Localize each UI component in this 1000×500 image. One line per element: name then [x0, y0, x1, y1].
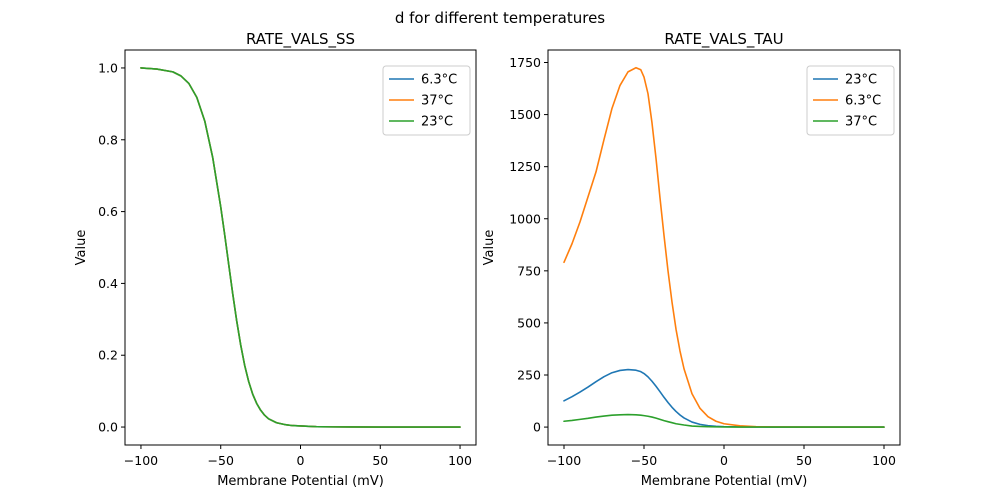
y-tick-label: 0.4	[98, 276, 118, 291]
x-tick-label: 50	[372, 453, 388, 468]
x-tick-label: −50	[631, 453, 657, 468]
y-axis-label: Value	[74, 230, 89, 266]
series-line-2	[563, 413, 885, 428]
legend-label: 6.3°C	[845, 94, 881, 109]
figure-title: d for different temperatures	[395, 9, 605, 27]
legend-label: 37°C	[845, 115, 877, 130]
chart-ss: −100 −50 0 50 100 0.0 0.2 0.4 0.6 0.8 1.0 RATE_VALS…	[74, 30, 477, 489]
y-tick-label: 1.0	[98, 60, 118, 75]
chart-title: RATE_VALS_SS	[246, 30, 355, 49]
y-tick-label: 1000	[509, 211, 541, 226]
legend: 6.3°C 37°C 23°C	[382, 65, 471, 136]
y-tick-label: 1750	[509, 55, 541, 70]
chart-title: RATE_VALS_TAU	[664, 30, 783, 49]
series-line-1	[563, 66, 885, 428]
x-tick-label: 50	[796, 453, 812, 468]
y-tick-label: 250	[517, 368, 541, 383]
legend-box	[806, 65, 895, 136]
x-tick-label: 100	[872, 453, 896, 468]
x-tick-label: −100	[124, 453, 158, 468]
y-tick-label: 750	[517, 263, 541, 278]
chart-tau: −100 −50 0 50 10002505007501000125015001750R…	[482, 30, 901, 489]
legend-label: 23°C	[421, 115, 453, 130]
y-tick-label: 0.8	[98, 132, 118, 147]
x-tick-label: −100	[547, 453, 581, 468]
y-tick-label: 0.2	[98, 348, 118, 363]
legend-box	[382, 65, 471, 136]
legend: 23°C 6.3°C 37°C	[806, 65, 895, 136]
y-tick-label: 1250	[509, 159, 541, 174]
x-tick-label: 0	[720, 453, 728, 468]
y-tick-label: 500	[517, 315, 541, 330]
legend-label: 23°C	[845, 73, 877, 88]
y-tick-label: 0	[533, 420, 541, 435]
y-axis-label: Value	[482, 230, 497, 266]
y-tick-label: 1500	[509, 107, 541, 122]
y-tick-label: 0.0	[98, 420, 118, 435]
x-axis-label: Membrane Potential (mV)	[641, 474, 808, 489]
series-line-2	[140, 67, 461, 428]
legend-label: 37°C	[421, 94, 453, 109]
y-tick-label: 0.6	[98, 204, 118, 219]
x-tick-label: 0	[297, 453, 305, 468]
legend-label: 6.3°C	[421, 73, 457, 88]
x-tick-label: 100	[448, 453, 472, 468]
x-axis-label: Membrane Potential (mV)	[217, 474, 384, 489]
x-tick-label: −50	[208, 453, 234, 468]
